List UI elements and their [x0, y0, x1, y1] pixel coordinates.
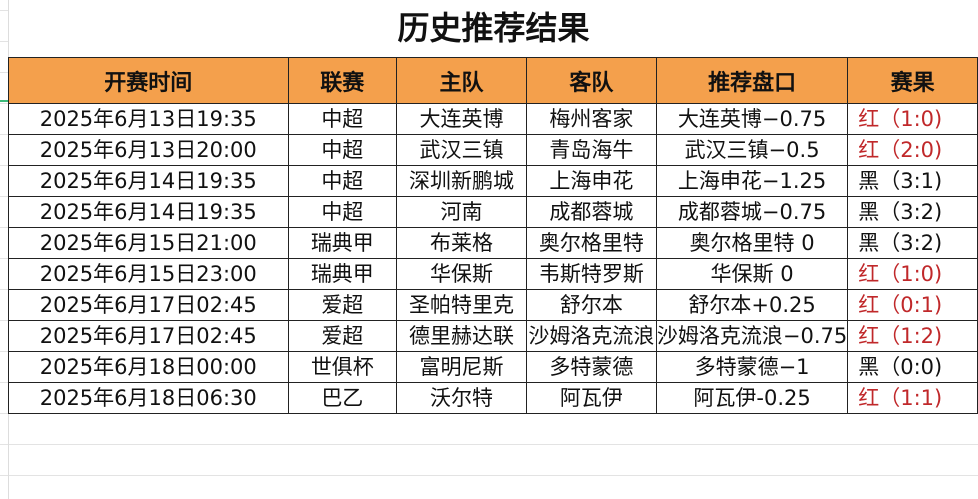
- table-row: 2025年6月13日20:00 中超 武汉三镇 青岛海牛 武汉三镇−0.5 红（2:0): [8, 134, 978, 166]
- cell-result[interactable]: 红（0:1): [847, 289, 978, 321]
- cell-away[interactable]: 韦斯特罗斯: [525, 258, 657, 290]
- results-table: 开赛时间 联赛 主队 客队 推荐盘口 赛果 2025年6月13日19:35 中超大…: [8, 57, 978, 414]
- cell-result[interactable]: 红（2:0): [847, 134, 978, 166]
- cell-away[interactable]: 成都蓉城: [525, 196, 657, 228]
- table-row: 2025年6月15日23:00 瑞典甲 华保斯 韦斯特罗斯 华保斯 0 红（1:0): [8, 258, 978, 290]
- header-row: 开赛时间 联赛 主队 客队 推荐盘口 赛果: [8, 57, 978, 104]
- cell-result[interactable]: 红（1:2): [847, 320, 978, 352]
- cell-away[interactable]: 梅州客家: [525, 103, 657, 135]
- table-row: 2025年6月15日21:00 瑞典甲 布莱格 奥尔格里特 奥尔格里特 0 黑（3:2): [8, 227, 978, 259]
- cell-home[interactable]: 布莱格: [396, 227, 527, 259]
- cell-home[interactable]: 武汉三镇: [396, 134, 527, 166]
- cell-result[interactable]: 黑（3:2): [847, 196, 978, 228]
- selected-row-marker: [0, 100, 8, 102]
- cell-pick[interactable]: 武汉三镇−0.5: [655, 134, 849, 166]
- header-time[interactable]: 开赛时间: [8, 57, 289, 104]
- cell-home[interactable]: 富明尼斯: [396, 351, 527, 383]
- header-away[interactable]: 客队: [525, 57, 657, 104]
- cell-time[interactable]: 2025年6月17日02:45: [8, 289, 289, 321]
- cell-home[interactable]: 沃尔特: [396, 382, 527, 414]
- header-result[interactable]: 赛果: [847, 57, 978, 104]
- cell-result[interactable]: 红（1:0): [847, 258, 978, 290]
- cell-league[interactable]: 巴乙: [287, 382, 398, 414]
- cell-result[interactable]: 黑（3:1): [847, 165, 978, 197]
- cell-league[interactable]: 世俱杯: [287, 351, 398, 383]
- cell-league[interactable]: 中超: [287, 196, 398, 228]
- cell-result[interactable]: 黑（3:2): [847, 227, 978, 259]
- cell-away[interactable]: 青岛海牛: [525, 134, 657, 166]
- cell-time[interactable]: 2025年6月17日02:45: [8, 320, 289, 352]
- cell-league[interactable]: 中超: [287, 165, 398, 197]
- cell-pick[interactable]: 沙姆洛克流浪−0.75: [655, 320, 849, 352]
- page-title: 历史推荐结果: [9, 0, 978, 57]
- cell-time[interactable]: 2025年6月15日21:00: [8, 227, 289, 259]
- cell-time[interactable]: 2025年6月13日19:35: [8, 103, 289, 135]
- table-row: 2025年6月17日02:45 爱超 德里赫达联 沙姆洛克流浪 沙姆洛克流浪−0.75 红…: [8, 320, 978, 352]
- cell-time[interactable]: 2025年6月14日19:35: [8, 196, 289, 228]
- table-row: 2025年6月18日00:00 世俱杯 富明尼斯 多特蒙德 多特蒙德−1 黑（0:0): [8, 351, 978, 383]
- cell-league[interactable]: 中超: [287, 134, 398, 166]
- cell-pick[interactable]: 华保斯 0: [655, 258, 849, 290]
- cell-result[interactable]: 红（1:0): [847, 103, 978, 135]
- cell-time[interactable]: 2025年6月18日06:30: [8, 382, 289, 414]
- header-home[interactable]: 主队: [396, 57, 527, 104]
- cell-pick[interactable]: 大连英博−0.75: [655, 103, 849, 135]
- cell-home[interactable]: 大连英博: [396, 103, 527, 135]
- cell-home[interactable]: 深圳新鹏城: [396, 165, 527, 197]
- header-pick[interactable]: 推荐盘口: [655, 57, 849, 104]
- cell-away[interactable]: 奥尔格里特: [525, 227, 657, 259]
- cell-pick[interactable]: 舒尔本+0.25: [655, 289, 849, 321]
- cell-away[interactable]: 多特蒙德: [525, 351, 657, 383]
- cell-result[interactable]: 黑（0:0): [847, 351, 978, 383]
- cell-home[interactable]: 圣帕特里克: [396, 289, 527, 321]
- cell-time[interactable]: 2025年6月13日20:00: [8, 134, 289, 166]
- cell-time[interactable]: 2025年6月15日23:00: [8, 258, 289, 290]
- cell-home[interactable]: 华保斯: [396, 258, 527, 290]
- cell-league[interactable]: 爱超: [287, 320, 398, 352]
- cell-pick[interactable]: 阿瓦伊-0.25: [655, 382, 849, 414]
- header-league[interactable]: 联赛: [287, 57, 398, 104]
- cell-away[interactable]: 舒尔本: [525, 289, 657, 321]
- cell-league[interactable]: 中超: [287, 103, 398, 135]
- cell-league[interactable]: 爱超: [287, 289, 398, 321]
- cell-result[interactable]: 红（1:1): [847, 382, 978, 414]
- cell-home[interactable]: 德里赫达联: [396, 320, 527, 352]
- table-row: 2025年6月17日02:45 爱超 圣帕特里克 舒尔本 舒尔本+0.25 红（0:1): [8, 289, 978, 321]
- table-row: 2025年6月13日19:35 中超 大连英博 梅州客家 大连英博−0.75 红（1:0): [8, 103, 978, 135]
- table-row: 2025年6月14日19:35 中超 河南 成都蓉城 成都蓉城−0.75 黑（3:2): [8, 196, 978, 228]
- cell-away[interactable]: 上海申花: [525, 165, 657, 197]
- cell-pick[interactable]: 成都蓉城−0.75: [655, 196, 849, 228]
- cell-away[interactable]: 沙姆洛克流浪: [525, 320, 657, 352]
- cell-time[interactable]: 2025年6月18日00:00: [8, 351, 289, 383]
- cell-pick[interactable]: 多特蒙德−1: [655, 351, 849, 383]
- cell-pick[interactable]: 上海申花−1.25: [655, 165, 849, 197]
- table-row: 2025年6月14日19:35 中超 深圳新鹏城 上海申花 上海申花−1.25 黑（3:1…: [8, 165, 978, 197]
- cell-time[interactable]: 2025年6月14日19:35: [8, 165, 289, 197]
- cell-league[interactable]: 瑞典甲: [287, 258, 398, 290]
- table-row: 2025年6月18日06:30 巴乙 沃尔特 阿瓦伊 阿瓦伊-0.25 红（1:1): [8, 382, 978, 414]
- cell-pick[interactable]: 奥尔格里特 0: [655, 227, 849, 259]
- cell-league[interactable]: 瑞典甲: [287, 227, 398, 259]
- cell-away[interactable]: 阿瓦伊: [525, 382, 657, 414]
- cell-home[interactable]: 河南: [396, 196, 527, 228]
